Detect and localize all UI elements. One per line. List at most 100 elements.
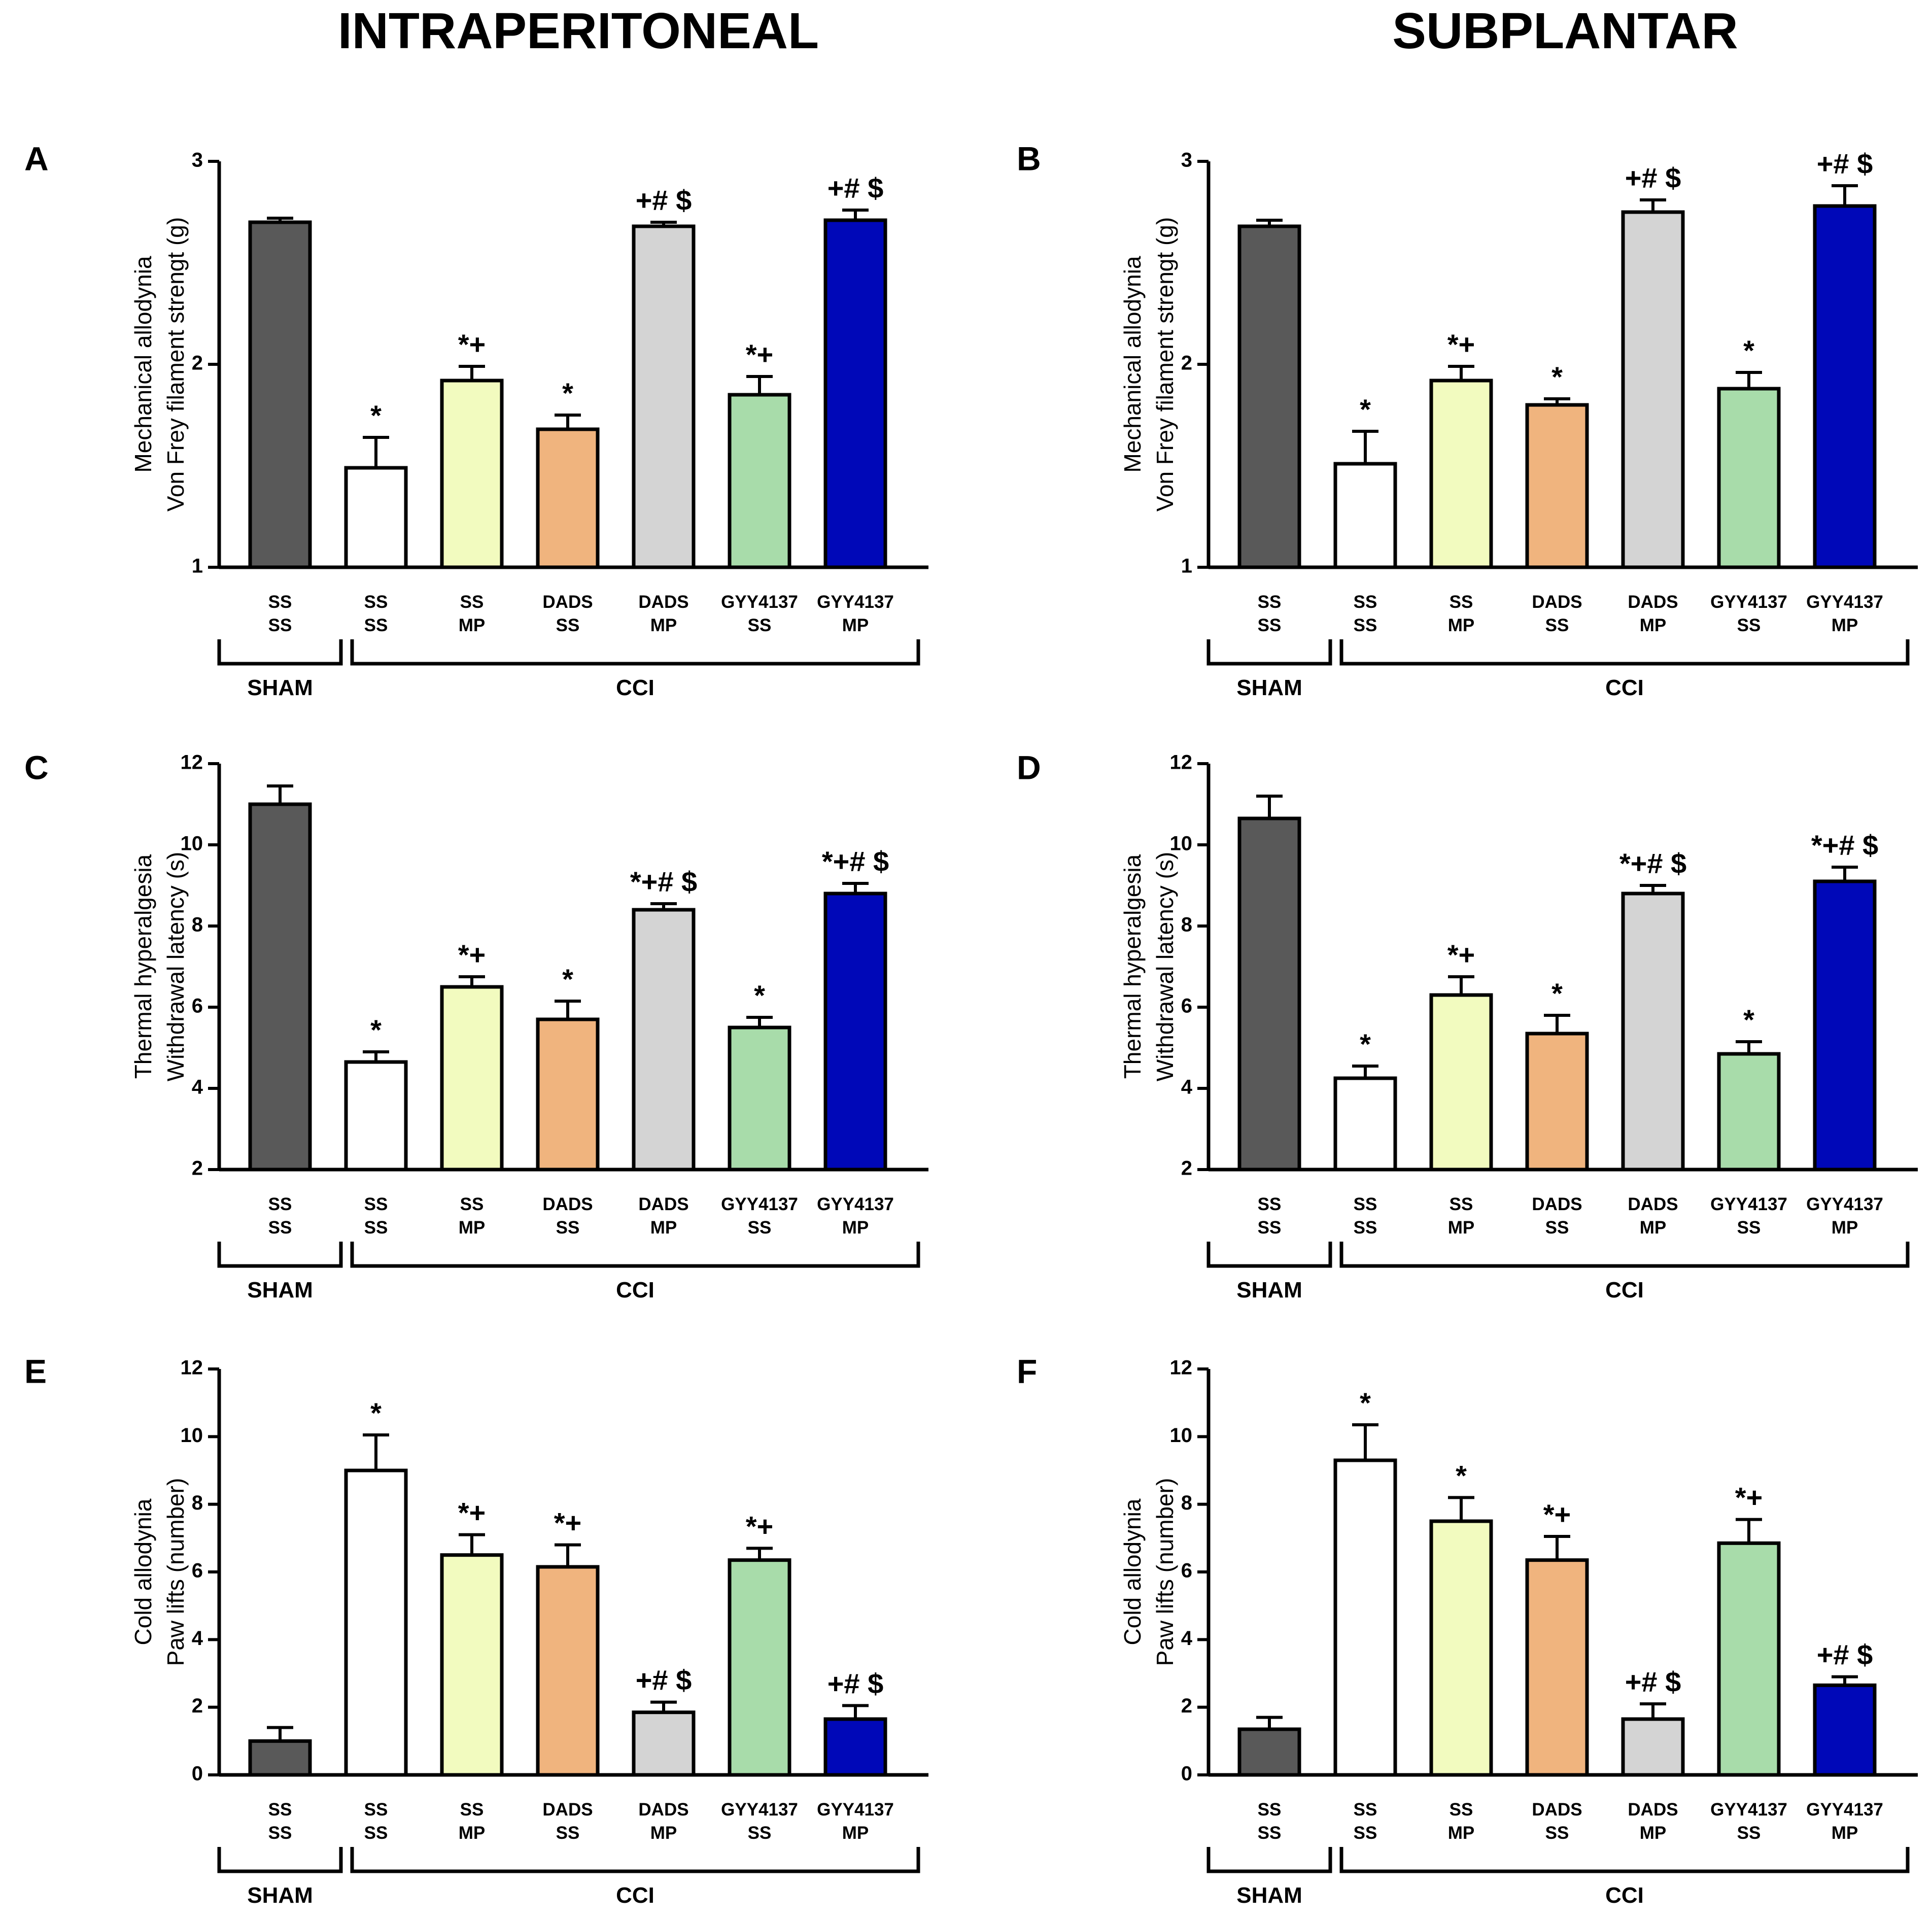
y-axis-title: Mechanical allodynia bbox=[130, 256, 156, 472]
column-title: INTRAPERITONEAL bbox=[338, 3, 819, 59]
category-label: MP bbox=[1832, 615, 1858, 635]
y-tick-label: 12 bbox=[1170, 1357, 1193, 1379]
y-tick-label: 4 bbox=[192, 1627, 203, 1650]
bar bbox=[248, 802, 312, 1172]
chart-panel-A: A Mechanical allodynia Von Frey filament s… bbox=[24, 140, 928, 700]
category-label: SS bbox=[1737, 615, 1761, 635]
y-tick-label: 8 bbox=[1181, 1492, 1192, 1514]
bar bbox=[248, 1739, 312, 1777]
bar bbox=[728, 393, 791, 569]
category-label: MP bbox=[1832, 1218, 1858, 1238]
category-label: GYY4137 bbox=[721, 1194, 798, 1214]
significance-label: *+# $ bbox=[630, 866, 697, 898]
category-label: MP bbox=[842, 1218, 869, 1238]
bar bbox=[1717, 1052, 1781, 1172]
y-axis-title: Cold allodynia bbox=[130, 1498, 156, 1645]
significance-label: +# $ bbox=[827, 1667, 884, 1699]
bar bbox=[1237, 224, 1301, 569]
group-label-sham: SHAM bbox=[1236, 675, 1302, 700]
category-label: SS bbox=[1545, 615, 1569, 635]
category-label: GYY4137 bbox=[1710, 592, 1787, 612]
bar bbox=[1237, 816, 1301, 1172]
y-tick-label: 12 bbox=[181, 751, 203, 774]
category-label: SS bbox=[1258, 1194, 1282, 1214]
category-label: DADS bbox=[638, 1800, 688, 1820]
category-label: DADS bbox=[1628, 592, 1678, 612]
category-label: SS bbox=[364, 592, 388, 612]
panel-letter: E bbox=[24, 1352, 47, 1390]
chart-panel-F: F Cold allodynia Paw lifts (number) 0 2 4 6 8 10… bbox=[1017, 1352, 1918, 1908]
significance-label: * bbox=[1551, 361, 1563, 393]
category-label: SS bbox=[556, 1823, 580, 1843]
category-label: GYY4137 bbox=[1806, 1194, 1883, 1214]
bar bbox=[1717, 387, 1781, 569]
significance-label: +# $ bbox=[827, 172, 884, 204]
significance-label: * bbox=[1360, 1028, 1371, 1060]
category-label: SS bbox=[268, 1800, 292, 1820]
y-tick-label: 10 bbox=[181, 833, 203, 855]
group-label-cci: CCI bbox=[1605, 1883, 1644, 1908]
category-label: SS bbox=[460, 592, 484, 612]
significance-label: *+ bbox=[1447, 328, 1475, 360]
category-label: GYY4137 bbox=[817, 1194, 894, 1214]
category-label: DADS bbox=[1628, 1194, 1678, 1214]
y-axis-title: Von Frey filament strengt (g) bbox=[1152, 217, 1178, 511]
category-label: MP bbox=[1640, 1823, 1667, 1843]
y-axis-title: Thermal hyperalgesia bbox=[1119, 854, 1146, 1079]
bar bbox=[1333, 1076, 1397, 1172]
category-label: SS bbox=[1354, 1823, 1377, 1843]
significance-label: *+# $ bbox=[1811, 829, 1878, 861]
category-label: MP bbox=[1640, 615, 1667, 635]
y-tick-label: 10 bbox=[1170, 833, 1193, 855]
panel-letter: C bbox=[24, 748, 49, 786]
significance-label: *+ bbox=[1447, 939, 1475, 971]
cci-bracket bbox=[1339, 1847, 1910, 1873]
y-tick-label: 2 bbox=[1181, 352, 1192, 374]
category-label: SS bbox=[1450, 592, 1473, 612]
category-label: SS bbox=[268, 592, 292, 612]
category-label: MP bbox=[1448, 1218, 1475, 1238]
sham-bracket bbox=[217, 1847, 343, 1873]
y-axis-title: Mechanical allodynia bbox=[1119, 256, 1146, 472]
category-label: SS bbox=[460, 1194, 484, 1214]
bar bbox=[248, 220, 312, 569]
category-label: DADS bbox=[1532, 1194, 1582, 1214]
category-label: SS bbox=[1354, 592, 1377, 612]
bar bbox=[1333, 462, 1397, 569]
significance-label: * bbox=[1360, 393, 1371, 425]
y-axis-title: Von Frey filament strengt (g) bbox=[162, 217, 189, 511]
category-label: SS bbox=[364, 1218, 388, 1238]
bar bbox=[344, 1060, 408, 1172]
category-label: SS bbox=[364, 1823, 388, 1843]
sham-bracket bbox=[1206, 1242, 1332, 1268]
y-axis-title: Cold allodynia bbox=[1119, 1498, 1146, 1645]
panel-letter: B bbox=[1017, 140, 1041, 177]
category-label: GYY4137 bbox=[817, 1800, 894, 1820]
category-label: MP bbox=[842, 1823, 869, 1843]
significance-label: *+ bbox=[458, 328, 486, 360]
significance-label: * bbox=[1360, 1387, 1371, 1419]
y-tick-label: 3 bbox=[192, 149, 203, 172]
y-tick-label: 2 bbox=[192, 1695, 203, 1717]
category-label: MP bbox=[459, 615, 486, 635]
bar bbox=[823, 1717, 887, 1777]
significance-label: +# $ bbox=[636, 1664, 692, 1696]
category-label: GYY4137 bbox=[1710, 1800, 1787, 1820]
sham-bracket bbox=[1206, 1847, 1332, 1873]
significance-label: * bbox=[1456, 1459, 1467, 1491]
cci-bracket bbox=[1339, 639, 1910, 666]
bar bbox=[1621, 892, 1685, 1172]
group-label-cci: CCI bbox=[1605, 675, 1644, 700]
y-tick-label: 4 bbox=[1181, 1076, 1193, 1099]
category-label: SS bbox=[1258, 592, 1282, 612]
y-tick-label: 8 bbox=[192, 1492, 203, 1514]
significance-label: * bbox=[1551, 977, 1563, 1009]
bar bbox=[536, 1565, 600, 1777]
bar bbox=[1525, 403, 1589, 569]
cci-bracket bbox=[350, 1847, 920, 1873]
significance-label: * bbox=[562, 377, 573, 409]
y-tick-label: 12 bbox=[181, 1357, 203, 1379]
significance-label: +# $ bbox=[1625, 1666, 1681, 1698]
significance-label: +# $ bbox=[1817, 1639, 1873, 1671]
chart-panel-E: E Cold allodynia Paw lifts (number) 0 2 4 6 8 10… bbox=[24, 1352, 928, 1908]
